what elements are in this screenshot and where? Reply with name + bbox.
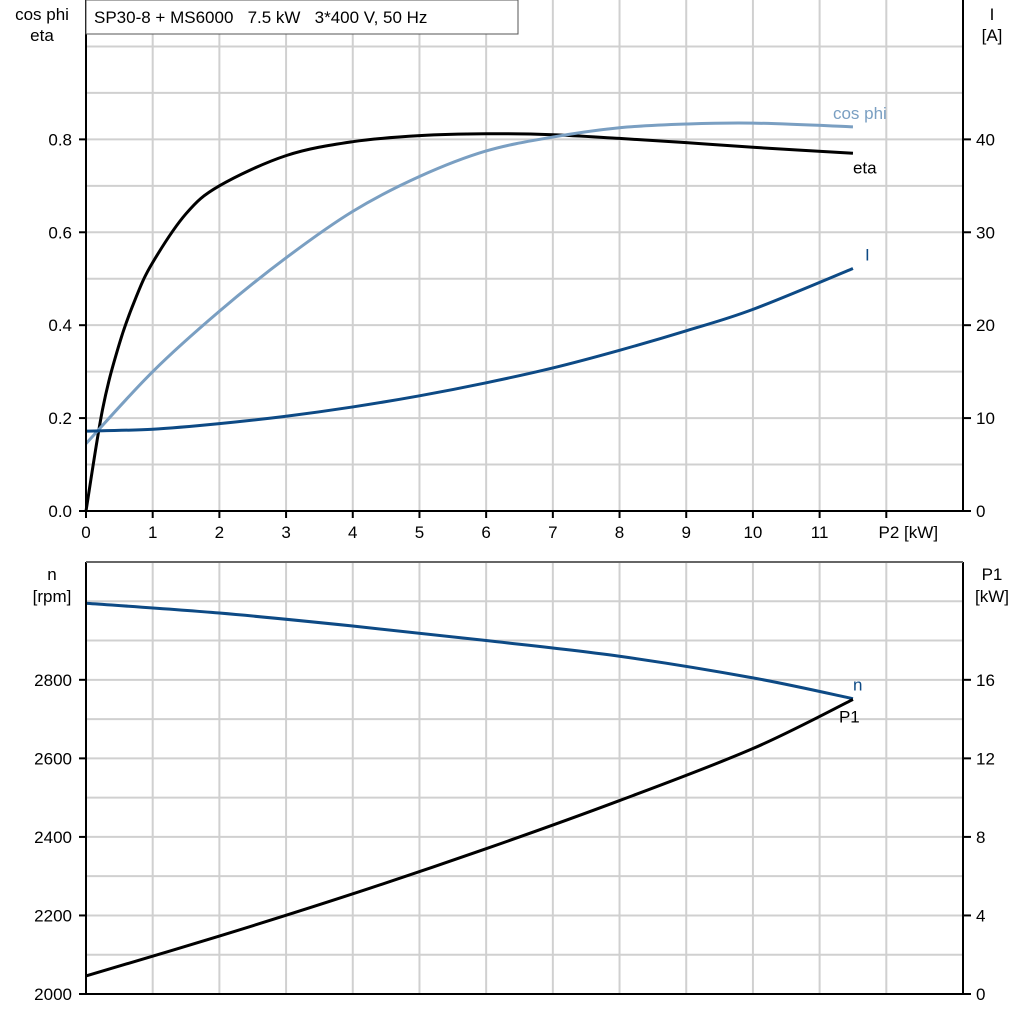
y-axis-label-left: [rpm]: [33, 587, 72, 606]
y-tick-label-left: 2800: [34, 671, 72, 690]
top-grid: [86, 0, 963, 511]
y-tick-label-left: 0.6: [48, 223, 72, 242]
y-tick-label-right: 0: [976, 985, 985, 1004]
y-axis-label-left: eta: [30, 26, 54, 45]
axes: [79, 0, 971, 995]
y-tick-label-right: 4: [976, 906, 985, 925]
x-tick-label: 3: [281, 523, 290, 542]
y-tick-label-right: 20: [976, 316, 995, 335]
series-label-P1: P1: [839, 707, 860, 726]
y-tick-label-left: 0.4: [48, 316, 72, 335]
y-tick-label-right: 30: [976, 223, 995, 242]
x-tick-label: 7: [548, 523, 557, 542]
y-tick-label-right: 16: [976, 671, 995, 690]
x-axis-label: P2 [kW]: [879, 523, 939, 542]
x-tick-label: 10: [743, 523, 762, 542]
series-label-n: n: [853, 676, 862, 695]
x-tick-label: 1: [148, 523, 157, 542]
y-axis-label-left: cos phi: [15, 5, 69, 24]
y-tick-label-left: 0.8: [48, 130, 72, 149]
curves: [84, 121, 854, 978]
y-axis-label-right: P1: [982, 565, 1003, 584]
chart-title: SP30-8 + MS6000 7.5 kW 3*400 V, 50 Hz: [94, 8, 427, 27]
y-tick-label-left: 2600: [34, 749, 72, 768]
y-tick-label-left: 0.2: [48, 409, 72, 428]
curve-eta: [84, 132, 854, 512]
y-tick-label-left: 0.0: [48, 502, 72, 521]
bottom-grid: [86, 562, 963, 994]
curve-I: [85, 267, 854, 433]
title-box: [85, 0, 519, 35]
x-tick-label: 9: [681, 523, 690, 542]
y-tick-label-right: 40: [976, 130, 995, 149]
x-tick-label: 5: [415, 523, 424, 542]
y-tick-label-left: 2000: [34, 985, 72, 1004]
y-axis-label-right: I: [990, 5, 995, 24]
y-axis-label-left: n: [47, 565, 56, 584]
series-label-cos-phi: cos phi: [833, 104, 887, 123]
y-tick-label-right: 12: [976, 749, 995, 768]
series-label-I: I: [865, 246, 870, 265]
curve-cos-phi: [84, 121, 854, 445]
y-tick-label-right: 10: [976, 409, 995, 428]
series-label-eta: eta: [853, 158, 877, 177]
x-tick-label: 4: [348, 523, 357, 542]
y-tick-label-left: 2400: [34, 828, 72, 847]
y-axis-label-right: [A]: [982, 26, 1003, 45]
x-tick-label: 6: [481, 523, 490, 542]
x-tick-label: 0: [81, 523, 90, 542]
curve-n: [85, 601, 854, 701]
y-tick-label-left: 2200: [34, 906, 72, 925]
x-tick-label: 8: [615, 523, 624, 542]
x-tick-label: 11: [811, 523, 829, 542]
y-tick-label-right: 0: [976, 502, 985, 521]
y-axis-label-right: [kW]: [975, 587, 1009, 606]
x-tick-label: 2: [215, 523, 224, 542]
y-tick-label-right: 8: [976, 828, 985, 847]
curve-P1: [85, 698, 854, 978]
